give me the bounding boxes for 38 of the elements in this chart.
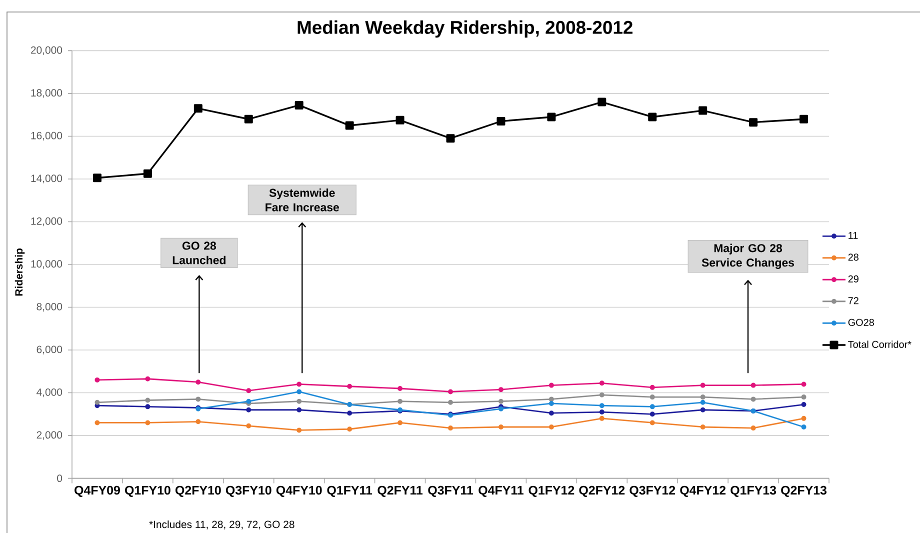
y-tick-label: 16,000 [31,132,62,141]
legend-label: 72 [848,297,858,304]
x-tick-label: Q3FY10 [226,486,272,497]
x-tick-label: Q1FY13 [730,486,776,497]
x-tick-label: Q1FY12 [528,486,574,497]
x-tick-label: Q4FY09 [74,486,120,497]
x-tick-label: Q1FY10 [125,486,170,497]
legend-label: 28 [848,254,858,261]
y-tick-label: 2,000 [36,431,62,440]
legend-label: Total Corridor* [848,340,912,348]
y-tick-label: 10,000 [31,260,62,269]
y-tick-label: 18,000 [31,89,62,98]
x-tick-label: Q2FY11 [378,486,423,497]
x-tick-label: Q4FY12 [680,486,726,497]
x-tick-label: Q4FY11 [478,486,524,497]
chart-title: Median Weekday Ridership, 2008-2012 [298,20,632,38]
y-tick-label: 14,000 [31,174,62,184]
text: *Includes 11, 28, 29, 72, GO 28 [149,520,294,530]
y-tick-label: 8,000 [36,302,62,312]
x-tick-label: Q3FY11 [428,486,474,497]
legend-label: 11 [848,232,858,239]
x-tick-label: Q3FY12 [630,486,676,497]
x-tick-label: Q4FY10 [276,486,322,497]
x-tick-label: Q2FY10 [175,486,221,497]
y-tick-label: 6,000 [36,346,62,354]
annotation: GO 28 Launched [172,242,226,264]
y-tick-label: 20,000 [31,46,62,56]
x-tick-label: Q2FY12 [579,486,625,497]
x-tick-label: Q1FY11 [327,486,372,497]
legend-label: 29 [848,275,858,282]
y-tick-label: 0 [57,474,62,482]
y-tick-label: 4,000 [36,388,62,398]
annotation: Systemwide Fare Increase [266,188,339,212]
annotation: Major GO 28 Service Changes [702,244,794,269]
y-axis-title: Ridership [14,248,25,296]
y-tick-label: 12,000 [31,217,62,226]
legend-label: GO28 [848,318,874,326]
x-tick-label: Q2FY13 [781,486,827,497]
